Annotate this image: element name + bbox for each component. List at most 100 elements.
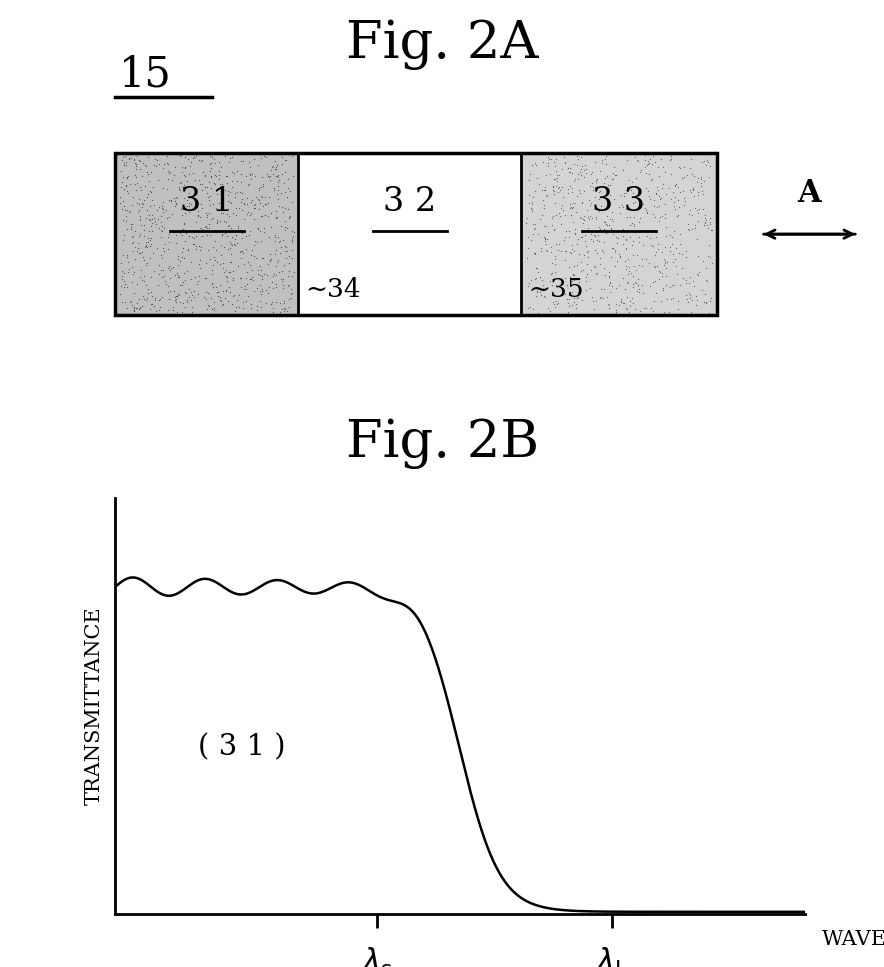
- Point: [194, 228, 209, 244]
- Point: [562, 299, 576, 314]
- Point: [171, 179, 186, 194]
- Point: [690, 202, 704, 218]
- Point: [134, 195, 149, 211]
- Point: [586, 180, 600, 195]
- Point: [574, 264, 588, 279]
- Point: [188, 242, 202, 257]
- Point: [236, 301, 250, 316]
- Point: [127, 153, 141, 168]
- Point: [139, 278, 153, 293]
- Point: [648, 210, 662, 225]
- Point: [527, 246, 541, 261]
- Point: [224, 254, 238, 270]
- Point: [609, 305, 623, 320]
- Point: [178, 285, 192, 301]
- Point: [264, 297, 278, 312]
- Point: [240, 197, 254, 213]
- Point: [687, 168, 701, 184]
- Point: [240, 254, 255, 270]
- Point: [202, 216, 216, 231]
- Point: [619, 184, 633, 199]
- Point: [603, 178, 617, 193]
- Point: [203, 212, 217, 227]
- Point: [220, 168, 234, 184]
- Point: [281, 249, 295, 264]
- Point: [206, 300, 220, 315]
- Point: [168, 268, 182, 283]
- Point: [696, 253, 710, 269]
- Point: [611, 247, 625, 262]
- Point: [638, 181, 652, 196]
- Point: [275, 274, 289, 289]
- Point: [544, 152, 558, 167]
- Point: [697, 215, 712, 230]
- Point: [271, 252, 285, 268]
- Point: [126, 243, 140, 258]
- Point: [530, 283, 544, 299]
- Point: [526, 190, 540, 205]
- Point: [177, 190, 191, 206]
- Point: [239, 228, 253, 244]
- Point: [689, 298, 703, 313]
- Point: [662, 227, 676, 243]
- Point: [597, 260, 611, 276]
- Point: [651, 160, 665, 175]
- Point: [587, 190, 601, 205]
- Point: [245, 192, 259, 208]
- Point: [545, 180, 560, 195]
- Point: [662, 244, 676, 259]
- Point: [173, 182, 187, 197]
- Point: [177, 250, 191, 266]
- Point: [177, 216, 191, 231]
- Point: [155, 223, 169, 239]
- Point: [583, 166, 598, 182]
- Point: [685, 208, 699, 223]
- Point: [119, 177, 133, 192]
- Point: [230, 173, 244, 189]
- Point: [531, 176, 545, 191]
- Point: [201, 190, 215, 206]
- Point: [230, 185, 244, 200]
- Point: [124, 294, 138, 309]
- Point: [277, 304, 291, 319]
- Point: [552, 167, 566, 183]
- Point: [137, 252, 151, 268]
- Point: [632, 215, 646, 230]
- Point: [223, 224, 237, 240]
- Point: [570, 284, 584, 300]
- Point: [690, 249, 705, 264]
- Point: [626, 268, 640, 283]
- Point: [134, 272, 149, 287]
- Point: [120, 221, 134, 237]
- Point: [575, 194, 589, 210]
- Point: [601, 296, 615, 311]
- Point: [159, 182, 173, 197]
- Point: [230, 163, 244, 179]
- Point: [209, 224, 223, 240]
- Point: [591, 220, 606, 235]
- Point: [120, 184, 134, 199]
- Point: [610, 231, 624, 247]
- Point: [598, 214, 612, 229]
- Point: [265, 269, 279, 284]
- Text: 3 3: 3 3: [591, 187, 645, 219]
- Point: [627, 219, 641, 234]
- Point: [187, 284, 201, 300]
- Point: [116, 170, 130, 186]
- Point: [182, 229, 196, 245]
- Point: [286, 265, 301, 280]
- Bar: [521, 153, 716, 315]
- Point: [591, 191, 606, 207]
- Point: [588, 172, 602, 188]
- Point: [221, 184, 235, 199]
- Point: [558, 270, 572, 285]
- Point: [269, 168, 283, 184]
- Point: [243, 223, 257, 239]
- Point: [537, 230, 552, 246]
- Point: [281, 202, 295, 218]
- Point: [622, 210, 636, 225]
- Point: [277, 301, 291, 316]
- Point: [164, 173, 179, 189]
- Point: [573, 150, 587, 165]
- Point: [258, 196, 272, 212]
